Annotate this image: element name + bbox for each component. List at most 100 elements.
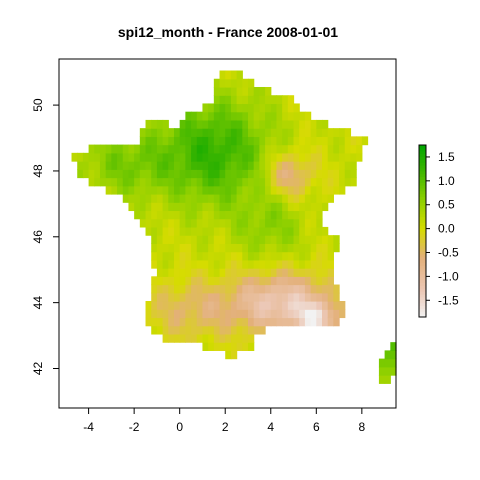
- heatmap-cell: [247, 284, 255, 294]
- heatmap-cell: [173, 301, 181, 310]
- heatmap-cell: [202, 193, 209, 203]
- heatmap-cell: [202, 169, 209, 179]
- heatmap-cell: [213, 235, 221, 244]
- heatmap-cell: [316, 226, 323, 236]
- heatmap-cell: [293, 136, 300, 146]
- heatmap-cell: [168, 251, 175, 261]
- heatmap-cell: [333, 284, 340, 294]
- heatmap-cell: [236, 177, 243, 187]
- heatmap-cell: [242, 284, 249, 294]
- heatmap-cell: [219, 251, 226, 261]
- heatmap-cell: [265, 309, 272, 319]
- heatmap-cell: [253, 177, 260, 187]
- heatmap-cell: [230, 103, 238, 113]
- heatmap-cell: [327, 292, 334, 302]
- heatmap-cell: [282, 292, 289, 302]
- heatmap-cell: [304, 152, 312, 162]
- heatmap-cell: [173, 292, 181, 302]
- heatmap-cell: [196, 251, 204, 261]
- heatmap-cell: [122, 177, 130, 187]
- heatmap-cell: [242, 235, 249, 244]
- heatmap-cell: [270, 136, 278, 146]
- heatmap-cell: [236, 243, 243, 253]
- heatmap-cell: [247, 325, 255, 335]
- heatmap-cell: [322, 185, 329, 195]
- heatmap-cell: [270, 218, 278, 228]
- heatmap-cell: [265, 152, 272, 162]
- heatmap-cell: [236, 161, 243, 170]
- heatmap-cell: [242, 78, 249, 88]
- heatmap-cell: [202, 325, 209, 335]
- heatmap-cell: [230, 276, 238, 286]
- heatmap-cell: [179, 276, 186, 286]
- heatmap-cell: [322, 226, 329, 236]
- heatmap-cell: [316, 259, 323, 269]
- heatmap-cell: [378, 358, 386, 368]
- heatmap-cell: [196, 161, 204, 170]
- heatmap-cell: [276, 169, 283, 179]
- heatmap-cell: [287, 185, 295, 195]
- heatmap-cell: [333, 235, 340, 244]
- heatmap-cell: [230, 152, 238, 162]
- heatmap-cell: [265, 202, 272, 212]
- heatmap-cell: [230, 218, 238, 228]
- heatmap-cell: [156, 251, 164, 261]
- heatmap-cell: [265, 86, 272, 96]
- heatmap-cell: [134, 144, 141, 154]
- heatmap-cell: [253, 251, 260, 261]
- heatmap-cell: [327, 128, 334, 137]
- heatmap-cell: [168, 185, 175, 195]
- heatmap-cell: [242, 86, 249, 96]
- heatmap-cell: [225, 78, 232, 88]
- heatmap-cell: [339, 301, 346, 310]
- heatmap-cell: [134, 202, 141, 212]
- heatmap-cell: [287, 152, 295, 162]
- heatmap-cell: [219, 243, 226, 253]
- heatmap-cell: [242, 103, 249, 113]
- heatmap-cell: [333, 292, 340, 302]
- heatmap-cell: [287, 309, 295, 319]
- heatmap-cell: [322, 161, 329, 170]
- heatmap-cell: [213, 86, 221, 96]
- heatmap-cell: [168, 284, 175, 294]
- heatmap-cell: [179, 128, 186, 137]
- heatmap-cell: [105, 185, 112, 195]
- heatmap-cell: [344, 136, 352, 146]
- heatmap-cell: [230, 161, 238, 170]
- heatmap-cell: [265, 284, 272, 294]
- heatmap-cell: [99, 177, 107, 187]
- heatmap-cell: [242, 161, 249, 170]
- heatmap-cell: [253, 259, 260, 269]
- heatmap-cell: [185, 251, 192, 261]
- heatmap-cell: [185, 235, 192, 244]
- heatmap-cell: [304, 226, 312, 236]
- heatmap-cell: [253, 185, 260, 195]
- heatmap-cell: [105, 152, 112, 162]
- heatmap-cell: [168, 268, 175, 277]
- plot-frame: [58, 58, 397, 409]
- heatmap-cell: [105, 169, 112, 179]
- heatmap-cell: [225, 251, 232, 261]
- heatmap-cell: [259, 128, 266, 137]
- heatmap-cell: [259, 259, 266, 269]
- heatmap-cell: [139, 169, 147, 179]
- heatmap-cell: [316, 177, 323, 187]
- heatmap-cell: [156, 301, 164, 310]
- colorbar-segment: [419, 276, 426, 281]
- heatmap-cell: [253, 235, 260, 244]
- colorbar-segment: [419, 314, 426, 318]
- heatmap-cell: [99, 144, 107, 154]
- heatmap-cell: [208, 169, 215, 179]
- heatmap-cell: [310, 259, 317, 269]
- heatmap-cell: [236, 78, 243, 88]
- heatmap-cell: [191, 210, 198, 220]
- heatmap-cell: [282, 119, 289, 129]
- heatmap-cell: [213, 292, 221, 302]
- heatmap-cell: [253, 284, 260, 294]
- heatmap-cell: [156, 152, 164, 162]
- heatmap-cell: [310, 235, 317, 244]
- heatmap-cell: [333, 136, 340, 146]
- heatmap-cell: [139, 128, 147, 137]
- heatmap-cell: [247, 161, 255, 170]
- heatmap-cell: [88, 177, 95, 187]
